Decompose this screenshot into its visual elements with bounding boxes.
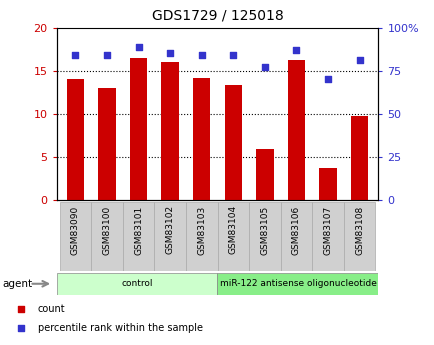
Bar	[256, 149, 273, 200]
Text: agent: agent	[2, 279, 32, 289]
Bar	[319, 168, 336, 200]
Point	[327, 238, 334, 244]
Bar	[280, 202, 312, 271]
Bar	[343, 202, 375, 271]
Text: count: count	[38, 304, 66, 314]
Point	[355, 58, 362, 63]
Point	[135, 44, 142, 49]
Point	[324, 77, 331, 82]
Bar	[130, 58, 147, 200]
Text: GSM83105: GSM83105	[260, 205, 269, 255]
Text: GSM83090: GSM83090	[71, 205, 80, 255]
Text: miR-122 antisense oligonucleotide: miR-122 antisense oligonucleotide	[219, 279, 375, 288]
Bar	[122, 202, 154, 271]
Bar	[287, 60, 304, 200]
Point	[229, 52, 236, 58]
Text: GSM83106: GSM83106	[291, 205, 300, 255]
Bar	[224, 85, 241, 200]
Text: GSM83103: GSM83103	[197, 205, 206, 255]
Point	[103, 52, 110, 58]
Bar	[56, 273, 217, 295]
Bar	[185, 202, 217, 271]
Bar	[193, 78, 210, 200]
Bar	[91, 202, 122, 271]
Point	[166, 51, 173, 56]
Bar	[312, 202, 343, 271]
Text: GSM83102: GSM83102	[165, 205, 174, 254]
Bar	[217, 202, 249, 271]
Text: control: control	[121, 279, 152, 288]
Text: GDS1729 / 125018: GDS1729 / 125018	[151, 9, 283, 23]
Bar	[350, 117, 367, 200]
Text: GSM83100: GSM83100	[102, 205, 111, 255]
Point	[292, 47, 299, 53]
Point	[198, 52, 205, 58]
Point	[72, 52, 79, 58]
Point	[327, 66, 334, 71]
Text: GSM83104: GSM83104	[228, 205, 237, 254]
Text: percentile rank within the sample: percentile rank within the sample	[38, 323, 203, 333]
Text: GSM83108: GSM83108	[354, 205, 363, 255]
Bar	[67, 79, 84, 200]
Bar	[217, 273, 378, 295]
Bar	[161, 62, 178, 200]
Bar	[154, 202, 185, 271]
Text: GSM83101: GSM83101	[134, 205, 143, 255]
Text: GSM83107: GSM83107	[323, 205, 332, 255]
Bar	[59, 202, 91, 271]
Bar	[249, 202, 280, 271]
Point	[261, 65, 268, 70]
Bar	[98, 88, 115, 200]
